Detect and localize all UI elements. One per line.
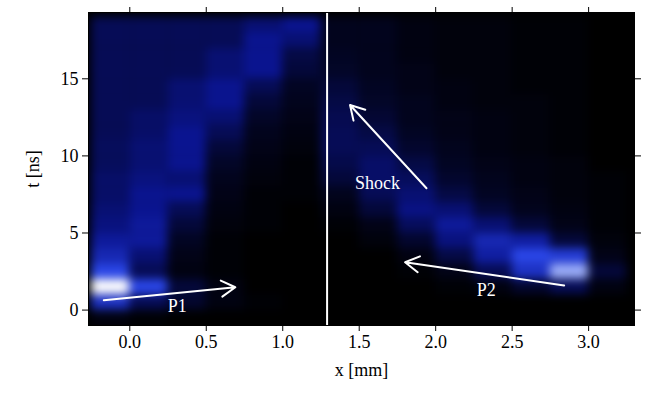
svg-text:3.0: 3.0 bbox=[577, 332, 600, 352]
svg-text:x [mm]: x [mm] bbox=[335, 360, 389, 380]
svg-text:P1: P1 bbox=[168, 296, 187, 316]
svg-text:15: 15 bbox=[61, 69, 79, 89]
svg-text:2.0: 2.0 bbox=[424, 332, 447, 352]
svg-text:2.5: 2.5 bbox=[501, 332, 524, 352]
svg-text:1.5: 1.5 bbox=[348, 332, 371, 352]
svg-text:P2: P2 bbox=[477, 280, 496, 300]
svg-text:0: 0 bbox=[70, 300, 79, 320]
svg-text:10: 10 bbox=[61, 146, 79, 166]
svg-text:Shock: Shock bbox=[355, 173, 400, 193]
svg-text:5: 5 bbox=[70, 223, 79, 243]
svg-text:0.5: 0.5 bbox=[195, 332, 218, 352]
svg-text:1.0: 1.0 bbox=[271, 332, 294, 352]
svg-text:0.0: 0.0 bbox=[119, 332, 142, 352]
svg-text:t [ns]: t [ns] bbox=[23, 150, 43, 188]
